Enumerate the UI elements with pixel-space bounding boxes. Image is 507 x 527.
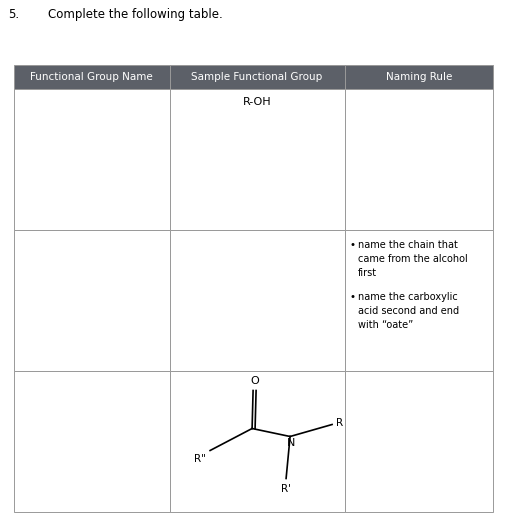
Text: Sample Functional Group: Sample Functional Group xyxy=(192,72,323,82)
Bar xyxy=(170,65,345,89)
Bar xyxy=(345,371,493,512)
Bar xyxy=(345,230,493,371)
Bar xyxy=(14,230,170,371)
Bar xyxy=(14,371,170,512)
Bar xyxy=(14,89,170,230)
Text: 5.: 5. xyxy=(8,8,19,21)
Text: Naming Rule: Naming Rule xyxy=(385,72,452,82)
Bar xyxy=(170,230,345,371)
Bar xyxy=(170,371,345,512)
Bar xyxy=(345,89,493,230)
Text: •: • xyxy=(349,292,355,302)
Bar xyxy=(170,89,345,230)
Text: N: N xyxy=(287,437,295,447)
Text: R": R" xyxy=(194,454,206,464)
Text: R-OH: R-OH xyxy=(243,97,271,107)
Text: •: • xyxy=(349,240,355,250)
Text: Complete the following table.: Complete the following table. xyxy=(48,8,223,21)
Text: O: O xyxy=(250,376,259,385)
Text: name the carboxylic
acid second and end
with “oate”: name the carboxylic acid second and end … xyxy=(357,292,459,330)
Text: Functional Group Name: Functional Group Name xyxy=(30,72,153,82)
Text: R: R xyxy=(336,418,343,428)
Bar xyxy=(14,65,170,89)
Text: name the chain that
came from the alcohol
first: name the chain that came from the alcoho… xyxy=(357,240,467,278)
Text: R': R' xyxy=(281,483,291,493)
Bar xyxy=(345,65,493,89)
